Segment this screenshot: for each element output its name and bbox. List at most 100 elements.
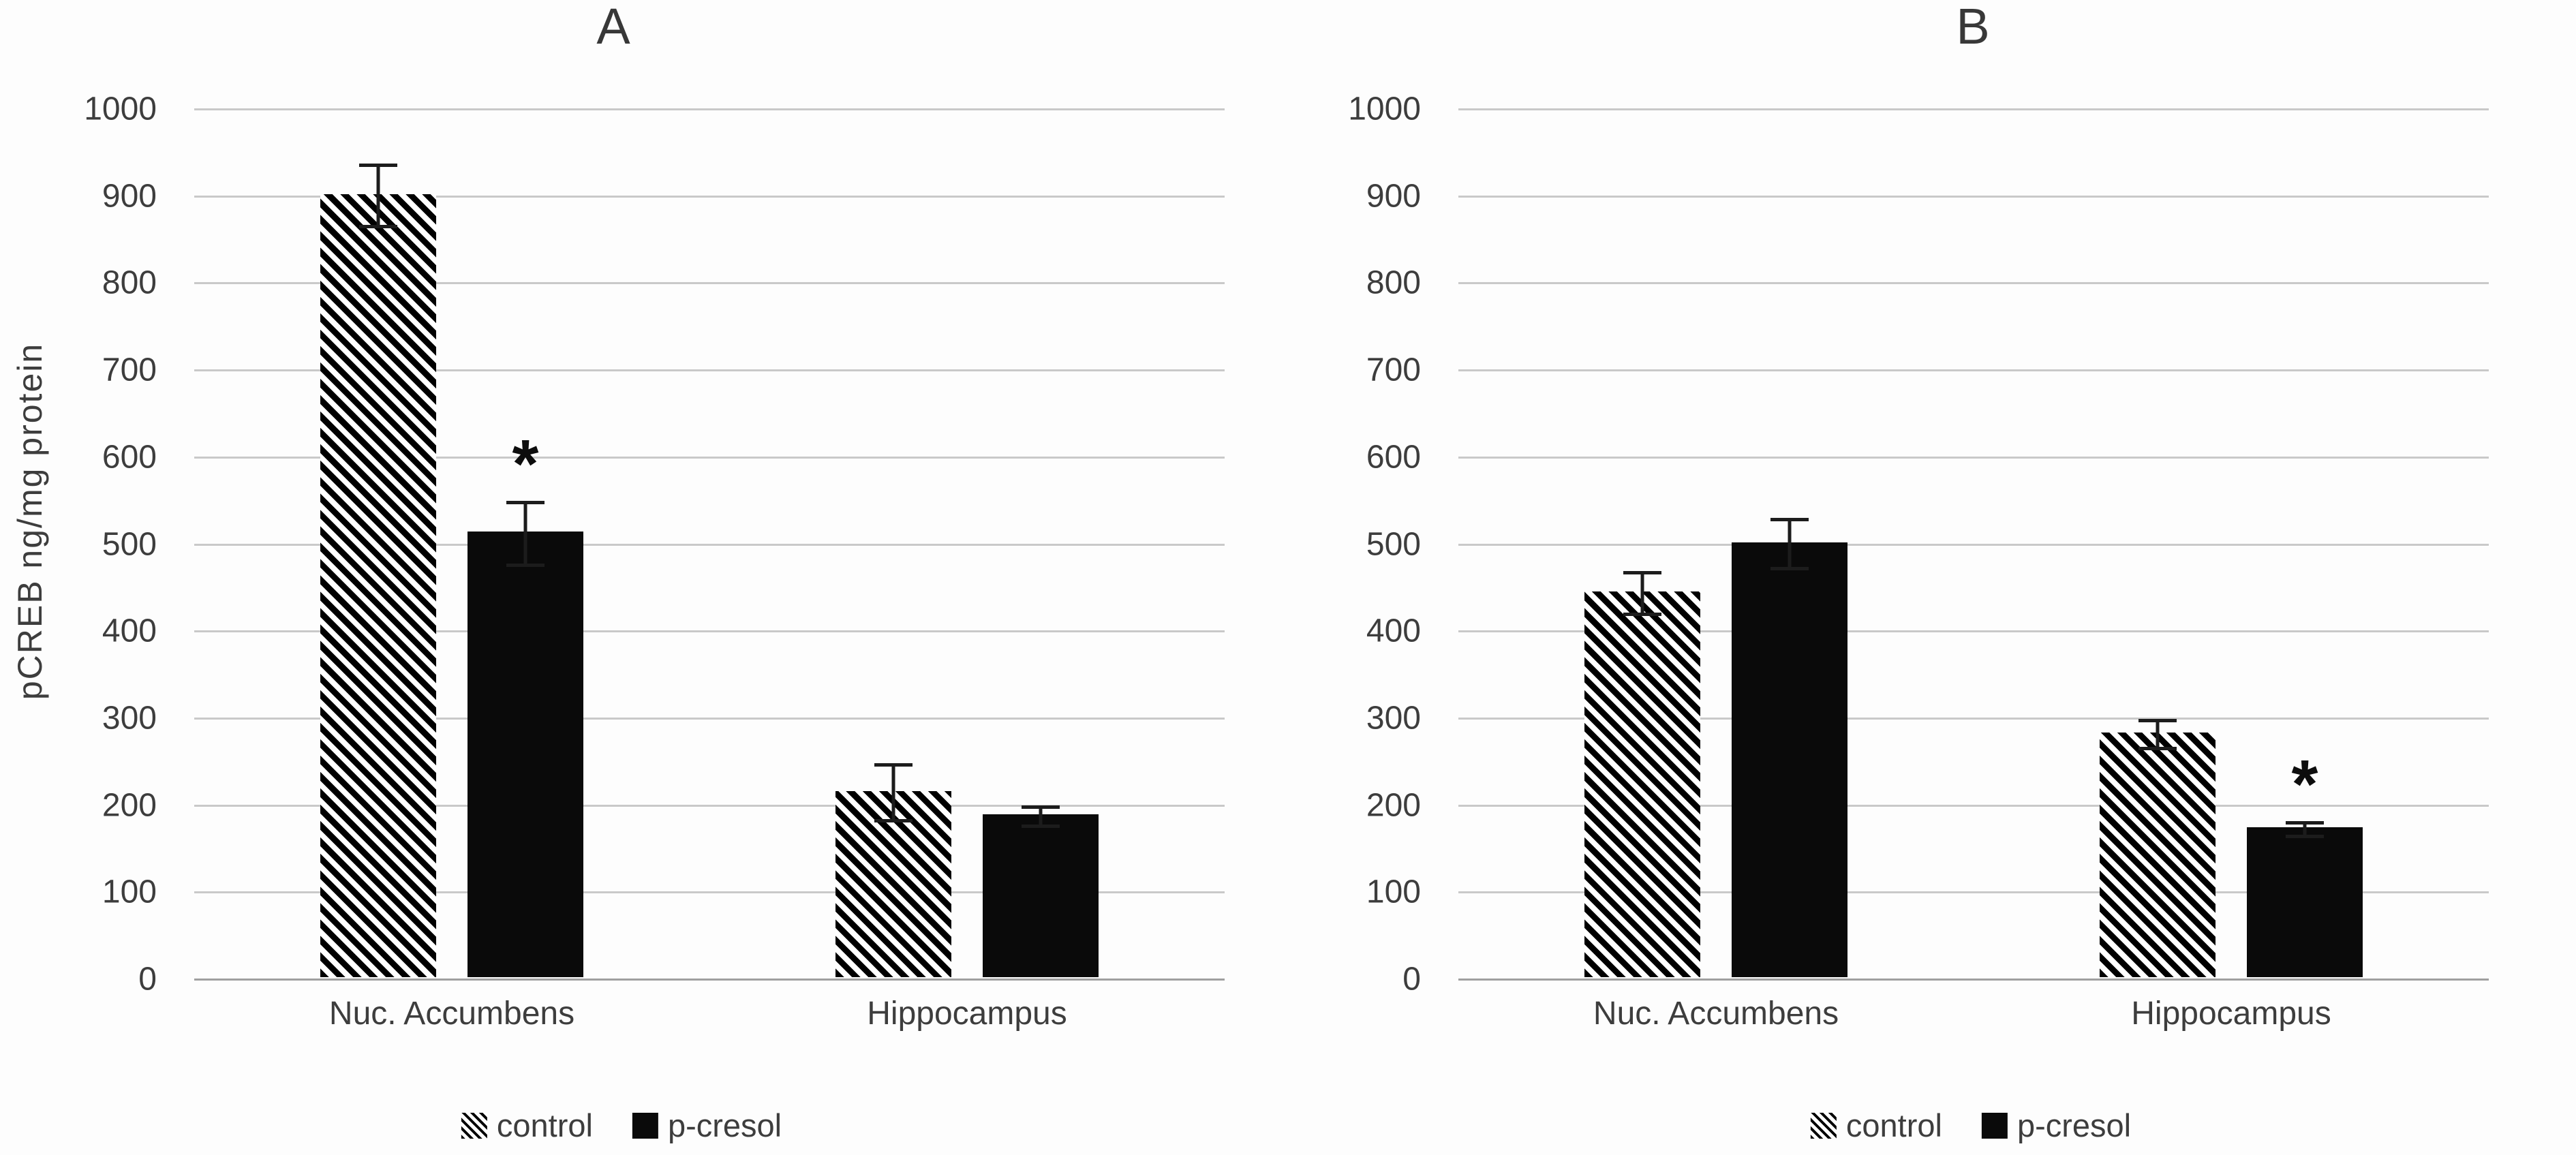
error-bar-cap-bottom (506, 563, 545, 567)
legend-item-pcresol: p-cresol (632, 1107, 782, 1144)
error-bar-line (376, 164, 380, 228)
gridline (1458, 630, 2489, 633)
error-bar-cap-bottom (874, 819, 913, 823)
y-tick-label: 800 (102, 264, 157, 301)
control-bar-nuc-accumbens (320, 194, 436, 977)
p-cresol-bar-nuc-accumbens (467, 532, 583, 977)
plot-area-panel-A: * (194, 108, 1225, 981)
control-bar-nuc-accumbens (1584, 591, 1700, 977)
gridline (1458, 108, 2489, 110)
error-bar (1770, 518, 1809, 570)
plot-area-panel-B: * (1458, 108, 2489, 981)
significance-asterisk: * (2291, 745, 2318, 822)
y-tick-label: 600 (102, 439, 157, 476)
gridline (194, 195, 1225, 198)
error-bar (2138, 719, 2177, 751)
gridline (194, 630, 1225, 633)
y-tick-label: 100 (1366, 874, 1421, 910)
error-bar-cap-top (1623, 571, 1661, 575)
error-bar-line (1788, 518, 1792, 570)
error-bar-cap-bottom (1022, 824, 1060, 828)
control-bar-hippocampus (2100, 733, 2215, 977)
legend-panel-b: control p-cresol (1810, 1107, 2132, 1144)
y-tick-label: 900 (1366, 178, 1421, 215)
pcresol-solid-swatch-icon (1981, 1112, 2008, 1139)
y-tick-label: 300 (1366, 700, 1421, 737)
legend-label-pcresol: p-cresol (667, 1107, 782, 1143)
panel-a-title: A (596, 0, 630, 55)
y-tick-label: 700 (102, 352, 157, 388)
legend-label-pcresol: p-cresol (2017, 1107, 2132, 1143)
legend-item-control: control (461, 1107, 593, 1144)
y-tick-label: 500 (102, 526, 157, 562)
gridline (194, 456, 1225, 459)
error-bar-cap-bottom (359, 224, 397, 228)
error-bar-cap-top (1770, 518, 1809, 522)
error-bar-cap-bottom (1770, 566, 1809, 570)
gridline (194, 717, 1225, 720)
control-hatch-swatch-icon (1810, 1112, 1837, 1139)
y-tick-label: 1000 (84, 91, 157, 127)
error-bar-cap-bottom (2138, 747, 2177, 751)
y-tick-label: 200 (1366, 787, 1421, 824)
gridline (1458, 717, 2489, 720)
error-bar (2286, 820, 2324, 839)
x-axis-line (194, 979, 1225, 981)
y-tick-label: 600 (1366, 439, 1421, 476)
panel-b-title: B (1956, 0, 1990, 55)
gridline (1458, 456, 2489, 459)
error-bar-line (891, 763, 895, 823)
gridline (194, 108, 1225, 110)
y-tick-label: 400 (102, 613, 157, 649)
gridline (1458, 195, 2489, 198)
significance-asterisk: * (512, 425, 539, 502)
error-bar-cap-top (1022, 805, 1060, 809)
gridline (1458, 369, 2489, 372)
p-cresol-bar-hippocampus (2247, 827, 2363, 977)
y-tick-label: 1000 (1348, 91, 1421, 127)
x-category-label: Hippocampus (867, 996, 1067, 1032)
error-bar (506, 500, 545, 567)
error-bar (359, 164, 397, 228)
error-bar (1623, 571, 1661, 617)
y-tick-label: 800 (1366, 264, 1421, 301)
y-axis-tick-labels: 0 100 200 300 400 500 600 700 800 900 1000 (1305, 91, 1421, 998)
error-bar (1022, 805, 1060, 828)
x-category-label: Nuc. Accumbens (1593, 996, 1839, 1032)
error-bar-line (2156, 719, 2160, 751)
y-tick-label: 500 (1366, 526, 1421, 562)
control-hatch-swatch-icon (461, 1112, 487, 1139)
y-axis-tick-labels: 0 100 200 300 400 500 600 700 800 900 1000 (41, 91, 157, 998)
y-tick-label: 100 (102, 874, 157, 910)
error-bar-cap-top (506, 500, 545, 504)
error-bar-line (1640, 571, 1644, 617)
error-bar-cap-top (359, 164, 397, 168)
p-cresol-bar-hippocampus (983, 814, 1099, 977)
legend-label-control: control (1845, 1107, 1942, 1143)
y-tick-label: 300 (102, 700, 157, 737)
error-bar (874, 763, 913, 823)
gridline (1458, 804, 2489, 807)
pcresol-solid-swatch-icon (632, 1112, 658, 1139)
error-bar-cap-top (2138, 719, 2177, 723)
x-category-label: Hippocampus (2131, 996, 2331, 1032)
y-tick-label: 900 (102, 178, 157, 215)
x-category-label: Nuc. Accumbens (328, 996, 575, 1032)
error-bar-cap-bottom (2286, 835, 2324, 839)
x-axis-line (1458, 979, 2489, 981)
y-tick-label: 700 (1366, 352, 1421, 388)
legend-label-control: control (496, 1107, 593, 1143)
y-tick-label: 0 (138, 961, 157, 998)
error-bar-cap-bottom (1623, 613, 1661, 617)
error-bar-line (2303, 820, 2307, 839)
gridline (194, 891, 1225, 894)
error-bar-line (523, 500, 527, 567)
gridline (194, 282, 1225, 285)
y-tick-label: 400 (1366, 613, 1421, 649)
gridline (194, 543, 1225, 546)
legend-item-pcresol: p-cresol (1981, 1107, 2132, 1144)
y-tick-label: 200 (102, 787, 157, 824)
legend-item-control: control (1810, 1107, 1942, 1144)
error-bar-cap-top (874, 763, 913, 767)
